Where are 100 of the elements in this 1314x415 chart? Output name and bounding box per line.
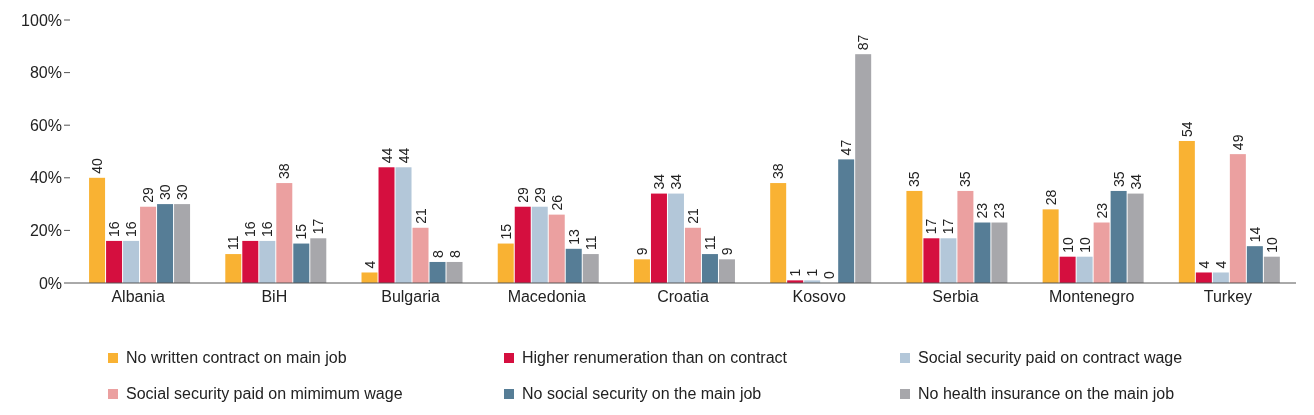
bar (684, 227, 701, 283)
bar (1127, 193, 1144, 283)
data-label: 21 (684, 207, 701, 224)
bar (395, 167, 412, 283)
bar (701, 254, 718, 283)
data-label: 28 (1042, 189, 1059, 206)
data-label: 16 (106, 221, 123, 237)
bar (923, 238, 940, 283)
bar (293, 243, 310, 283)
bar (1110, 190, 1127, 283)
data-label: 23 (974, 202, 991, 219)
data-label: 35 (906, 171, 923, 187)
bar (565, 248, 582, 283)
bar (514, 206, 531, 283)
y-tick-label: 100% (21, 11, 62, 29)
bar (1076, 256, 1093, 283)
bar (1263, 256, 1280, 283)
data-label: 16 (242, 221, 259, 237)
x-tick-label: Bulgaria (381, 288, 441, 306)
x-tick-label: Montenegro (1048, 288, 1135, 306)
data-label: 11 (582, 235, 599, 251)
data-label: 11 (225, 235, 242, 251)
data-label: 44 (395, 147, 412, 164)
x-tick-label: Serbia (932, 288, 979, 306)
bar (582, 254, 599, 283)
bar (957, 190, 974, 283)
data-label: 35 (957, 171, 974, 187)
legend-label: No written contract on main job (126, 349, 347, 367)
bar (1195, 272, 1212, 283)
y-tick-label: 0% (38, 274, 62, 292)
legend-label: Higher renumeration than on contract (522, 349, 788, 367)
bar (157, 204, 174, 283)
bar (259, 240, 276, 283)
bar (242, 240, 259, 283)
data-label: 30 (157, 184, 174, 201)
bar (548, 214, 565, 283)
data-label: 23 (1093, 202, 1110, 219)
bar (1246, 246, 1263, 283)
data-label: 1 (787, 268, 804, 277)
data-label: 4 (1212, 260, 1229, 269)
bar (361, 272, 378, 283)
data-label: 40 (89, 158, 106, 174)
bar (225, 254, 242, 283)
data-label: 10 (1263, 236, 1280, 253)
x-tick-label: Kosovo (792, 288, 846, 306)
data-label: 38 (276, 163, 293, 180)
bar (310, 238, 327, 283)
data-label: 9 (718, 247, 735, 256)
legend-label: No social security on the main job (522, 385, 762, 403)
bar (770, 183, 787, 283)
data-label: 4 (1195, 260, 1212, 269)
bar (855, 54, 872, 283)
data-label: 35 (1110, 171, 1127, 187)
data-label: 47 (838, 139, 855, 156)
bar (991, 222, 1008, 283)
data-label: 10 (1059, 236, 1076, 253)
legend-label: Social security paid on mimimum wage (126, 385, 403, 403)
x-tick-label: Albania (111, 288, 165, 306)
legend-label: No health insurance on the main job (918, 385, 1175, 403)
data-label: 16 (123, 221, 140, 237)
data-label: 34 (1127, 173, 1144, 190)
bar (1042, 209, 1059, 283)
y-tick-label: 60% (29, 116, 62, 134)
data-label: 34 (650, 173, 667, 190)
bar (906, 190, 923, 283)
data-label: 54 (1178, 121, 1195, 137)
data-label: 21 (412, 207, 429, 224)
legend-label: Social security paid on contract wage (918, 349, 1183, 367)
bar (667, 193, 684, 283)
data-label: 23 (991, 202, 1008, 219)
bar (276, 183, 293, 283)
bar (446, 261, 463, 283)
data-label: 8 (429, 249, 446, 258)
bar (174, 204, 191, 283)
y-tick-label: 20% (29, 222, 62, 240)
bar (412, 227, 429, 283)
data-label: 16 (259, 221, 276, 237)
bar (650, 193, 667, 283)
data-label: 15 (293, 223, 310, 240)
bar (1229, 154, 1246, 283)
data-label: 8 (446, 249, 463, 258)
data-label: 29 (140, 186, 157, 203)
bar (1059, 256, 1076, 283)
x-tick-label: Turkey (1203, 288, 1253, 306)
x-tick-label: Macedonia (507, 288, 587, 306)
bar (974, 222, 991, 283)
bar (123, 240, 140, 283)
x-tick-label: Croatia (657, 288, 709, 306)
bar (940, 238, 957, 283)
bar (140, 206, 157, 283)
data-label: 15 (497, 223, 514, 240)
data-label: 17 (923, 218, 940, 235)
data-label: 30 (174, 184, 191, 201)
y-tick-label: 40% (29, 169, 62, 187)
bar (89, 177, 106, 283)
bar (1212, 272, 1229, 283)
bar (1178, 140, 1195, 283)
data-label: 13 (565, 229, 582, 245)
data-label: 29 (531, 186, 548, 203)
bar (838, 159, 855, 283)
